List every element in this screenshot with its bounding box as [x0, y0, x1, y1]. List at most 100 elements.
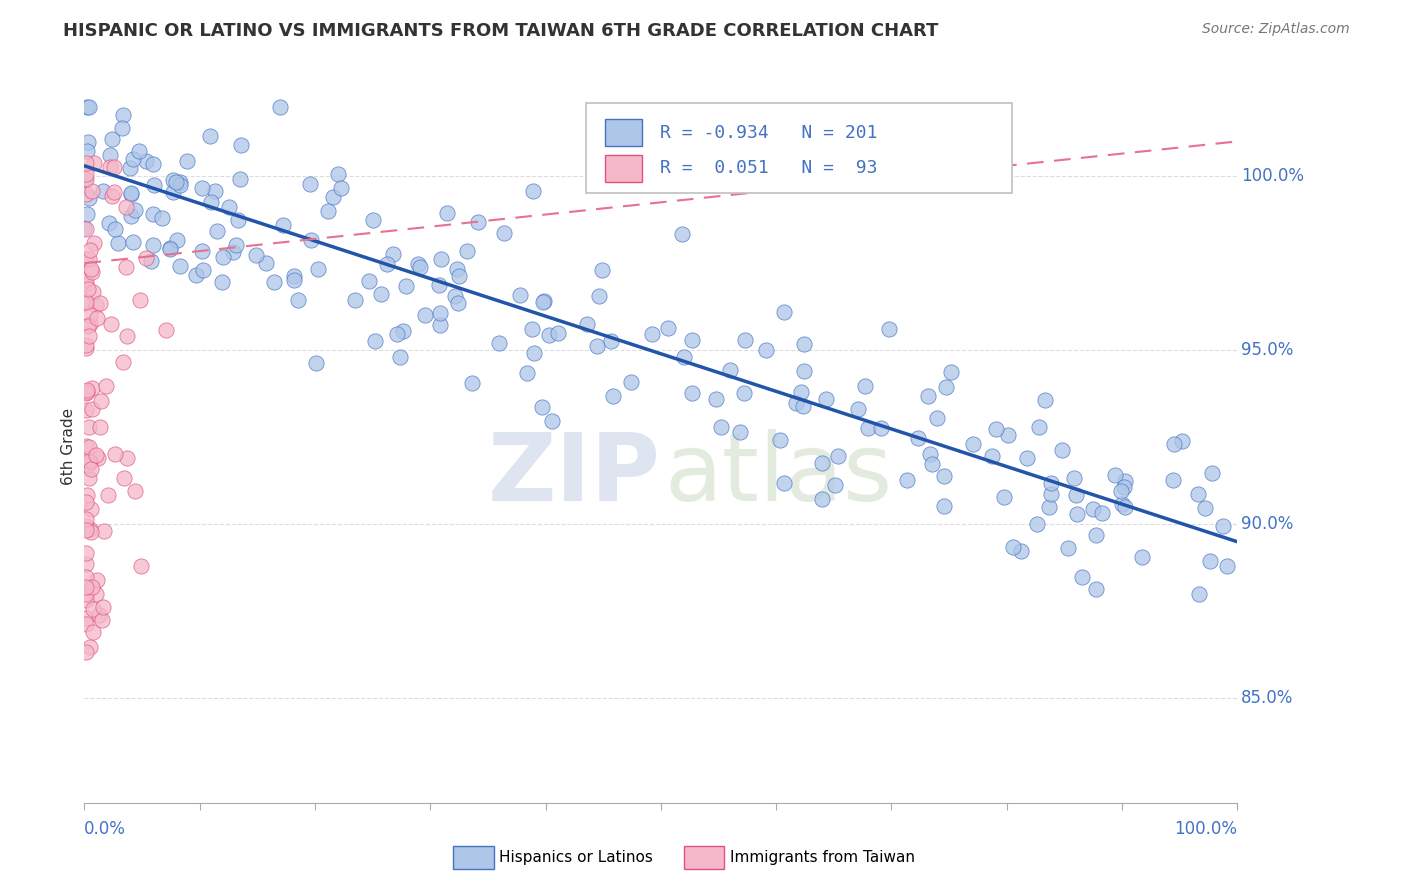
Point — [591, 263, 613, 277]
Point — [1187, 487, 1209, 501]
Point — [228, 212, 250, 227]
Point — [1104, 467, 1126, 482]
Point — [205, 224, 228, 238]
Point — [82, 624, 104, 639]
Point — [516, 367, 538, 381]
Point — [343, 293, 366, 307]
Point — [115, 200, 138, 214]
Point — [75, 518, 97, 533]
Point — [229, 172, 252, 186]
Point — [447, 296, 470, 310]
Point — [1161, 473, 1184, 487]
Point — [1130, 549, 1153, 564]
Point — [75, 592, 97, 607]
Point — [159, 241, 181, 255]
Point — [1114, 474, 1136, 488]
Point — [1091, 506, 1114, 520]
Point — [139, 254, 162, 268]
Point — [387, 326, 409, 341]
Point — [429, 252, 451, 266]
Point — [599, 334, 621, 348]
Point — [200, 128, 222, 143]
Point — [1171, 434, 1194, 448]
Point — [1028, 420, 1050, 434]
Point — [84, 587, 107, 601]
Point — [79, 440, 101, 454]
Point — [1063, 470, 1085, 484]
Point — [533, 294, 555, 309]
Point — [1109, 483, 1132, 498]
Point — [75, 439, 97, 453]
Point — [993, 490, 1015, 504]
Point — [162, 173, 184, 187]
Point — [211, 276, 233, 290]
Point — [870, 421, 893, 435]
Point — [100, 317, 122, 331]
Point — [810, 456, 832, 470]
Point — [142, 207, 165, 221]
Point — [169, 259, 191, 273]
Point — [1017, 451, 1039, 466]
Point — [811, 492, 834, 507]
Point — [103, 185, 125, 199]
Point — [104, 222, 127, 236]
Point — [446, 261, 468, 276]
Point — [169, 178, 191, 192]
Point — [166, 233, 188, 247]
Point — [120, 187, 142, 202]
Point — [522, 322, 544, 336]
Point — [87, 450, 110, 465]
Point — [1194, 500, 1216, 515]
Point — [80, 501, 103, 516]
Point — [856, 420, 879, 434]
Point — [84, 449, 107, 463]
Point — [124, 203, 146, 218]
Point — [86, 574, 108, 588]
Point — [118, 161, 141, 175]
FancyBboxPatch shape — [606, 120, 643, 146]
Point — [921, 457, 943, 471]
Point — [115, 450, 138, 465]
Point — [77, 454, 100, 468]
Point — [89, 420, 111, 434]
Point — [283, 269, 305, 284]
Point — [530, 401, 553, 415]
Point — [75, 187, 97, 202]
Point — [785, 395, 807, 409]
Point — [75, 617, 97, 632]
Point — [79, 318, 101, 332]
Point — [1163, 437, 1185, 451]
Point — [681, 386, 703, 401]
Point — [769, 433, 792, 447]
Text: R = -0.934   N = 201: R = -0.934 N = 201 — [659, 124, 877, 142]
Point — [361, 212, 384, 227]
Point — [212, 250, 235, 264]
Point — [82, 602, 104, 616]
Point — [1010, 544, 1032, 558]
Point — [135, 251, 157, 265]
Point — [76, 100, 98, 114]
Point — [75, 587, 97, 601]
Point — [191, 244, 214, 258]
FancyBboxPatch shape — [453, 847, 494, 869]
Point — [877, 321, 900, 335]
Point — [359, 274, 381, 288]
Point — [492, 226, 515, 240]
Point — [409, 260, 432, 274]
Point — [681, 333, 703, 347]
Point — [657, 321, 679, 335]
Point — [75, 337, 97, 351]
Point — [962, 437, 984, 451]
Point — [815, 392, 838, 406]
Point — [75, 403, 97, 417]
Point — [142, 157, 165, 171]
Point — [1201, 467, 1223, 481]
Point — [981, 449, 1004, 463]
Point — [77, 319, 100, 334]
Point — [1071, 570, 1094, 584]
Text: ZIP: ZIP — [488, 428, 661, 521]
Point — [364, 334, 387, 348]
Point — [75, 569, 97, 583]
Point — [263, 276, 285, 290]
Point — [75, 581, 97, 595]
